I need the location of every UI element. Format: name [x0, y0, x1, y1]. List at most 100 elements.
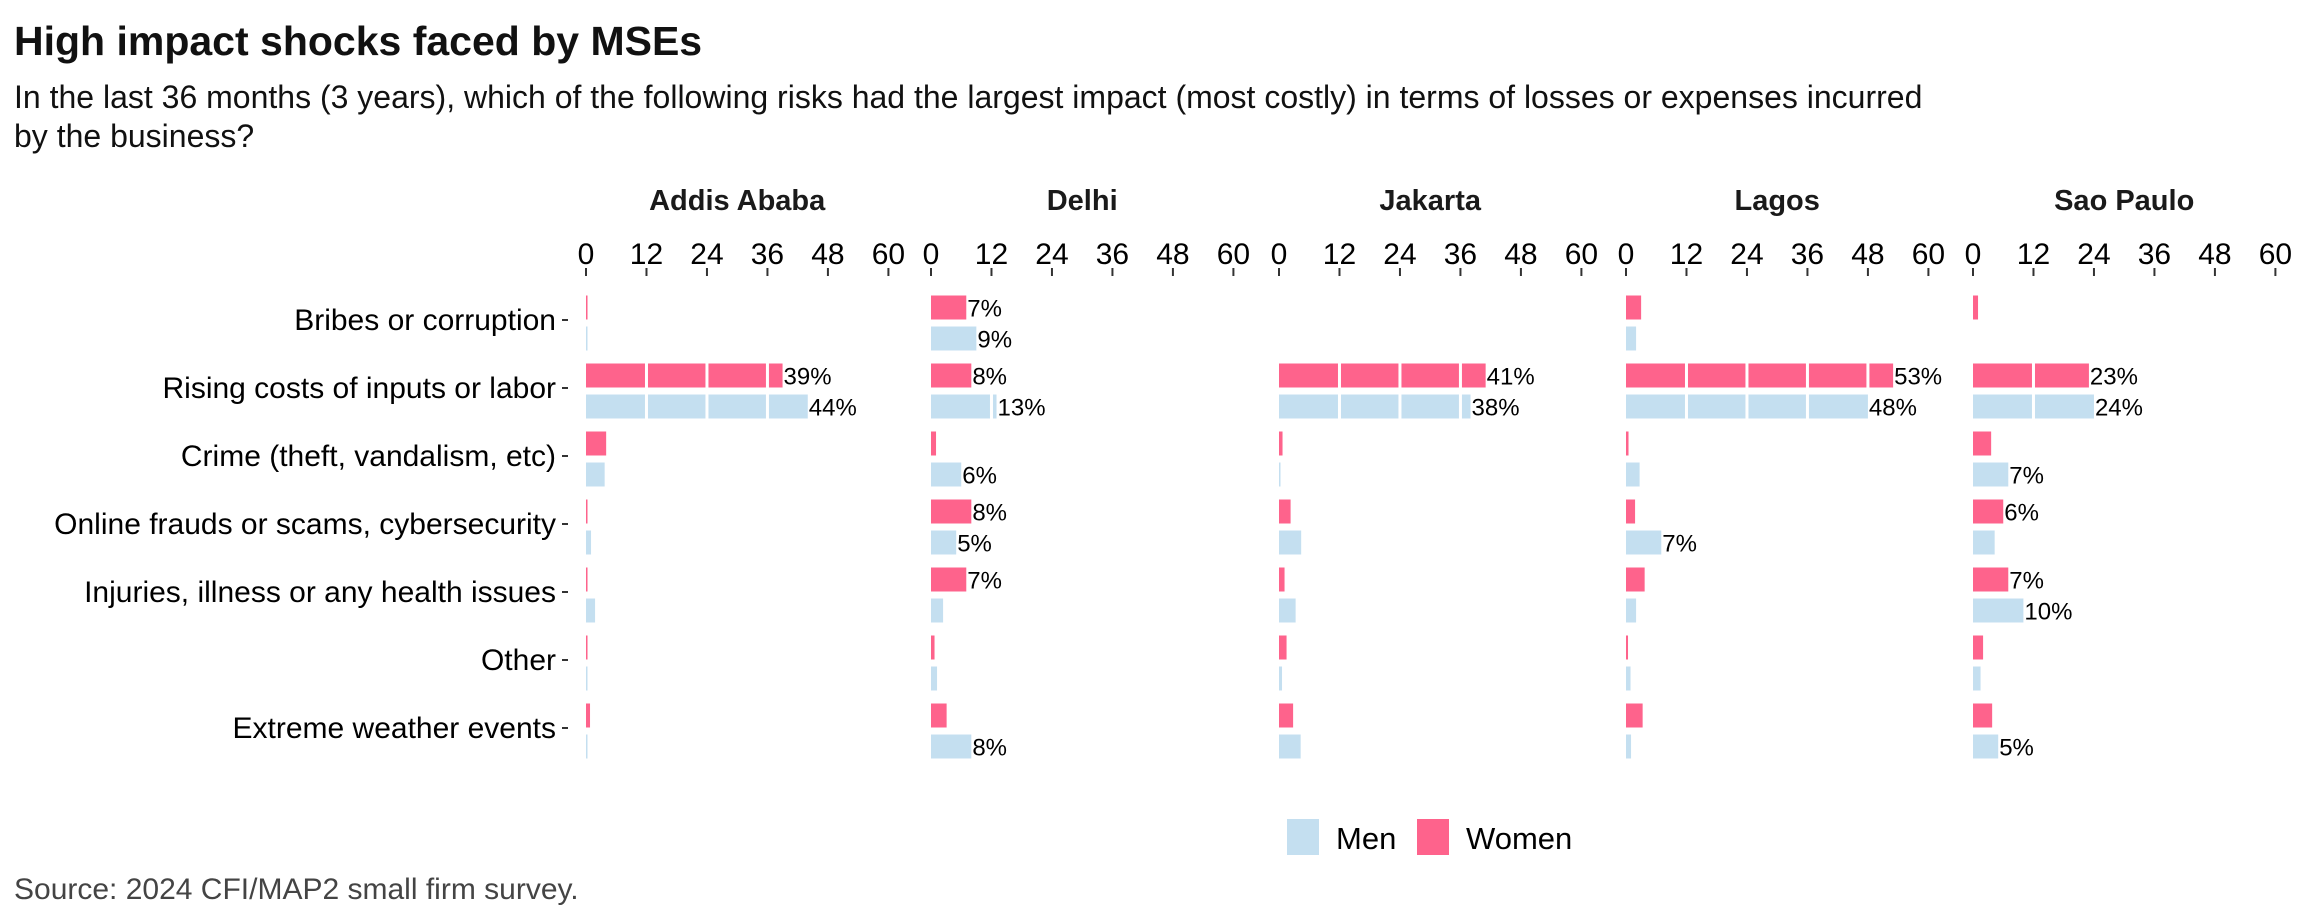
x-tick-label: 36 [1791, 238, 1824, 271]
source-note: Source: 2024 CFI/MAP2 small firm survey. [14, 873, 579, 906]
data-label: 39% [784, 364, 832, 391]
data-label: 6% [962, 463, 997, 490]
x-tick-label: 48 [811, 238, 844, 271]
data-label: 9% [977, 327, 1012, 354]
category-label: Extreme weather events [233, 712, 556, 745]
bar-women [931, 703, 947, 728]
bar-women [1279, 703, 1294, 728]
data-label: 8% [972, 364, 1007, 391]
facet-lagos: Lagos 0 12 24 36 48 60 53% 48% 7% [1618, 185, 1945, 759]
bar-women [586, 431, 607, 456]
data-label: 48% [1869, 395, 1917, 422]
x-tick-label: 60 [1912, 238, 1945, 271]
chart-subtitle: In the last 36 months (3 years), which o… [14, 79, 1923, 154]
bar-men [1973, 530, 1995, 555]
data-label: 8% [972, 735, 1007, 762]
bar-men [1973, 462, 2009, 487]
bar-women [931, 295, 967, 320]
bar-men [1279, 598, 1296, 623]
category-label: Injuries, illness or any health issues [84, 576, 556, 609]
bar-women [1626, 499, 1636, 524]
x-tick-label: 24 [2077, 238, 2110, 271]
bar-women [586, 499, 588, 524]
x-tick-label: 60 [1565, 238, 1598, 271]
data-label: 44% [809, 395, 857, 422]
bar-women [931, 499, 972, 524]
bar-men [1973, 666, 1981, 691]
bar-women [931, 635, 935, 660]
bar-women [931, 567, 967, 592]
bar-men [586, 734, 588, 759]
bar-women [1973, 363, 2089, 388]
facet-addis-ababa: Addis Ababa 0 12 24 36 48 60 39% 44% [578, 185, 905, 759]
bar-men [931, 598, 944, 623]
bar-women [1279, 567, 1285, 592]
x-tick-label: 0 [1271, 238, 1288, 271]
bar-men [586, 326, 588, 351]
facet-sao-paulo: Sao Paulo 0 12 24 36 48 60 23% 24% 7% 6% 7% 10% 5% [1965, 185, 2292, 762]
bar-women [1973, 295, 1979, 320]
data-label: 23% [2090, 364, 2138, 391]
x-tick-label: 36 [2138, 238, 2171, 271]
x-tick-label: 48 [1156, 238, 1189, 271]
bar-women [1626, 703, 1643, 728]
bar-men [1279, 734, 1301, 759]
bar-men [1279, 666, 1283, 691]
x-tick-label: 0 [1965, 238, 1982, 271]
bar-women [1626, 635, 1629, 660]
x-tick-label: 48 [1851, 238, 1884, 271]
bar-men [1279, 462, 1281, 487]
bar-men [1626, 598, 1637, 623]
bar-men [586, 530, 592, 555]
bar-women [1973, 635, 1984, 660]
legend-swatch-women [1417, 819, 1449, 855]
category-label: Online frauds or scams, cybersecurity [54, 508, 556, 541]
bar-men [931, 530, 957, 555]
bar-women [586, 363, 783, 388]
facet-title: Sao Paulo [2054, 185, 2194, 217]
bar-women [586, 295, 588, 320]
bar-men [931, 394, 997, 419]
x-tick-label: 12 [2017, 238, 2050, 271]
x-tick-label: 24 [690, 238, 723, 271]
x-tick-label: 48 [2198, 238, 2231, 271]
facets: Addis Ababa 0 12 24 36 48 60 39% 44% Delhi 0 12 24 36… [578, 185, 2292, 762]
data-label: 13% [998, 395, 1046, 422]
data-label: 10% [2024, 599, 2072, 626]
legend-label-women: Women [1466, 821, 1572, 856]
bar-women [1626, 363, 1894, 388]
data-label: 8% [972, 500, 1007, 527]
category-label: Bribes or corruption [294, 304, 556, 337]
x-tick-label: 0 [578, 238, 595, 271]
bar-women [586, 635, 588, 660]
x-tick-label: 24 [1383, 238, 1416, 271]
data-label: 7% [967, 296, 1002, 323]
x-tick-label: 36 [1444, 238, 1477, 271]
bar-men [931, 734, 972, 759]
data-label: 53% [1894, 364, 1942, 391]
bar-men [586, 394, 808, 419]
bar-men [586, 666, 588, 691]
bar-men [586, 462, 605, 487]
data-label: 41% [1487, 364, 1535, 391]
bar-women [1973, 499, 2004, 524]
bar-women [1279, 363, 1486, 388]
facet-title: Addis Ababa [649, 185, 826, 217]
bar-men [1626, 734, 1632, 759]
bar-men [1626, 462, 1640, 487]
category-axis: Bribes or corruption Rising costs of inpu… [54, 304, 568, 745]
bar-women [1626, 567, 1645, 592]
bar-women [931, 363, 972, 388]
bar-men [1626, 666, 1631, 691]
bar-women [1626, 295, 1642, 320]
legend: Men Women [1287, 819, 1572, 856]
category-label: Other [481, 644, 556, 677]
data-label: 5% [1999, 735, 2034, 762]
bar-men [1626, 326, 1637, 351]
x-tick-label: 12 [630, 238, 663, 271]
bar-men [1279, 530, 1302, 555]
data-label: 7% [2009, 463, 2044, 490]
data-label: 24% [2095, 395, 2143, 422]
facet-title: Jakarta [1379, 185, 1481, 217]
